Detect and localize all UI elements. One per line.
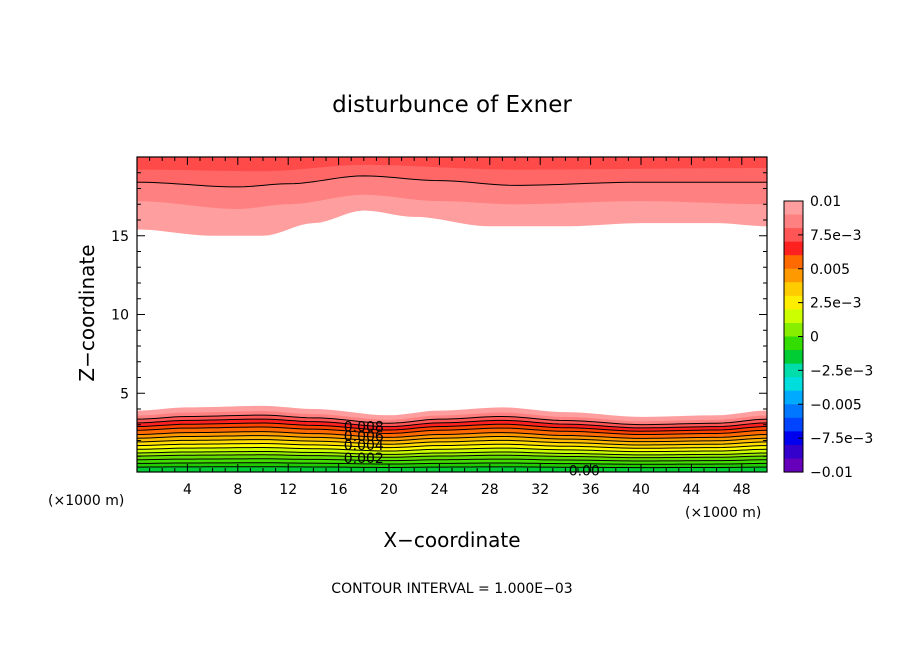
- colorbar-swatch-4: [784, 255, 803, 270]
- x-unit-left: (×1000 m): [48, 493, 124, 509]
- bottom-contour-line-5: [136, 426, 768, 436]
- bottom-contour-line-3: [136, 418, 768, 429]
- y-tick-label-15: 15: [111, 229, 129, 245]
- y-axis-label: Z−coordinate: [75, 244, 99, 381]
- bottom-contour-line-13: [136, 458, 768, 462]
- x-tick-label-48: 48: [733, 482, 751, 498]
- y-tick-label-10: 10: [111, 308, 129, 324]
- colorbar-swatch-1: [784, 214, 803, 229]
- x-tick-label-32: 32: [531, 482, 549, 498]
- colorbar-swatch-13: [784, 377, 803, 392]
- x-tick-label-12: 12: [279, 482, 297, 498]
- x-tick-label-40: 40: [632, 482, 650, 498]
- bottom-contour-line-9: [136, 443, 768, 449]
- colorbar-label-8: −0.01: [810, 465, 853, 481]
- colorbar-swatch-7: [784, 295, 803, 310]
- bottom-contour-line-8: [136, 439, 768, 446]
- x-tick-label-8: 8: [233, 482, 242, 498]
- x-tick-label-16: 16: [330, 482, 348, 498]
- x-axis-ticks: 4 8 12 16 20 24 28 32 36 40 44 48: [149, 157, 755, 498]
- y-axis-ticks: 5 10 15: [111, 172, 767, 457]
- colorbar-label-0: 0.01: [810, 194, 841, 210]
- colorbar-swatch-0: [784, 201, 803, 216]
- bottom-contour-line-12: [136, 454, 768, 459]
- colorbar-swatch-5: [784, 268, 803, 283]
- bottom-contour-line-2: [136, 414, 768, 426]
- colorbar-swatch-15: [784, 404, 803, 419]
- colorbar-swatch-17: [784, 431, 803, 446]
- colorbar-swatch-16: [784, 417, 803, 432]
- top-band-fill-3: [137, 157, 767, 172]
- contour-lines: [136, 175, 768, 469]
- x-tick-label-4: 4: [183, 482, 192, 498]
- colorbar-label-4: 0: [810, 330, 819, 346]
- x-tick-label-24: 24: [430, 482, 448, 498]
- contour-label-1: 0.006: [344, 429, 384, 445]
- colorbar-swatch-18: [784, 444, 803, 460]
- colorbar-label-7: −7.5e−3: [810, 431, 873, 447]
- colorbar-label-1: 7.5e−3: [810, 228, 862, 244]
- bottom-contour-line-11: [136, 450, 768, 456]
- x-tick-label-44: 44: [682, 482, 700, 498]
- contour-label-0: 0.008: [344, 419, 384, 435]
- colorbar-label-5: −2.5e−3: [810, 363, 873, 379]
- colorbar-swatch-11: [784, 350, 803, 365]
- x-unit-right: (×1000 m): [685, 505, 761, 521]
- contour-fills: [137, 157, 767, 472]
- colorbar-swatch-12: [784, 363, 803, 378]
- bottom-contour-line-14: [136, 462, 768, 465]
- colorbar-swatch-2: [784, 228, 803, 243]
- x-tick-label-36: 36: [582, 482, 600, 498]
- bottom-contour-line-7: [136, 435, 768, 443]
- x-tick-label-28: 28: [481, 482, 499, 498]
- top-contour-line: [136, 175, 767, 188]
- colorbar-label-6: −0.005: [810, 397, 862, 413]
- colorbar-swatch-6: [784, 282, 803, 297]
- bottom-contour-line-10: [136, 447, 768, 453]
- colorbar-swatch-19: [784, 458, 803, 473]
- contour-label-3: 0.002: [344, 451, 384, 467]
- y-tick-label-5: 5: [120, 386, 129, 402]
- contour-interval-note: CONTOUR INTERVAL = 1.000E−03: [331, 581, 572, 597]
- colorbar-swatch-3: [784, 241, 803, 256]
- colorbar-label-2: 0.005: [810, 262, 850, 278]
- x-tick-label-20: 20: [380, 482, 398, 498]
- colorbar-swatch-8: [784, 309, 803, 324]
- colorbar: 0.01 7.5e−3 0.005 2.5e−3 0 −2.5e−3 −0.005 −7.5e…: [783, 194, 873, 481]
- bottom-contour-line-4: [136, 422, 768, 432]
- bottom-contour-line-6: [136, 431, 768, 439]
- colorbar-swatch-9: [784, 322, 803, 338]
- x-axis-label: X−coordinate: [383, 528, 520, 552]
- colorbar-swatch-10: [784, 336, 803, 351]
- colorbar-label-3: 2.5e−3: [810, 296, 862, 312]
- colorbar-swatch-14: [784, 390, 803, 405]
- contour-label-2: 0.004: [344, 438, 384, 454]
- chart-title: disturbunce of Exner: [332, 92, 572, 118]
- bottom-contour-line-15: [136, 466, 768, 469]
